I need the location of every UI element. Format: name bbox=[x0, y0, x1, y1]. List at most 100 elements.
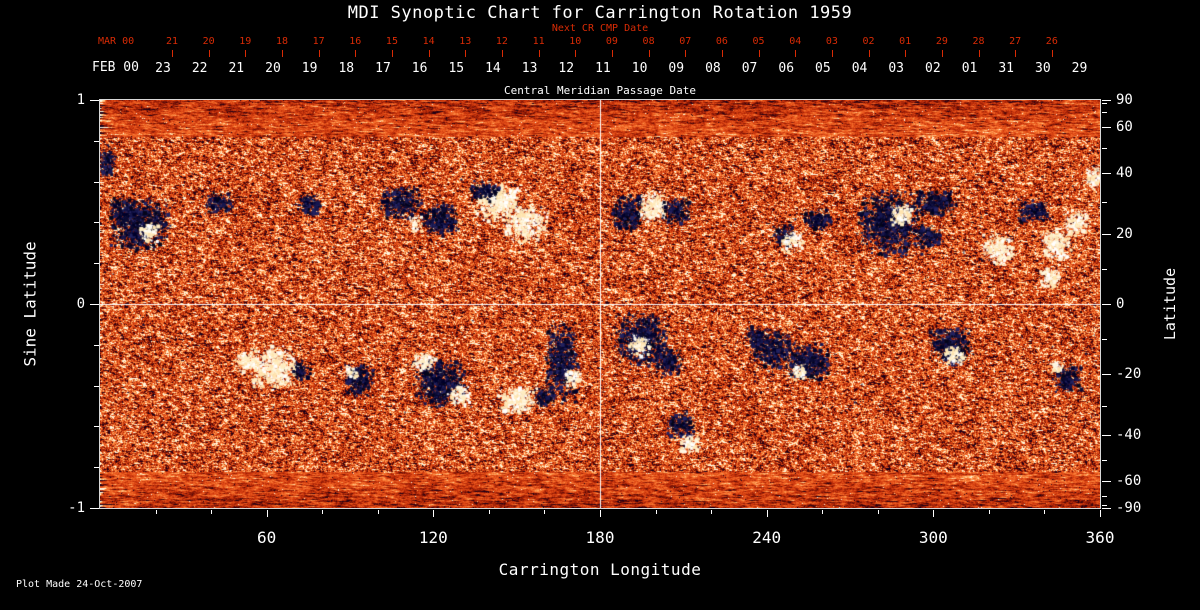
next-cr-date-label: 09 bbox=[605, 36, 618, 47]
y-left-tick bbox=[90, 100, 99, 101]
next-cr-date-label: 06 bbox=[715, 36, 728, 47]
y-right-tick-label: -60 bbox=[1116, 472, 1142, 489]
y-left-minor-tick bbox=[94, 426, 99, 428]
y-right-minor-tick bbox=[1102, 103, 1107, 105]
y-right-minor-tick bbox=[1102, 495, 1107, 497]
y-right-tick bbox=[1102, 435, 1111, 437]
cmp-date-label: 15 bbox=[448, 61, 465, 76]
next-cr-date-tick bbox=[758, 50, 760, 57]
x-axis-minor-tick bbox=[822, 510, 824, 514]
y-left-minor-tick bbox=[94, 467, 99, 469]
next-cr-month-prefix: MAR 00 bbox=[98, 36, 135, 47]
next-cr-date-label: 20 bbox=[202, 36, 215, 47]
next-cr-date-tick bbox=[795, 50, 797, 57]
x-axis-minor-tick bbox=[711, 510, 713, 514]
cmp-date-label: 23 bbox=[155, 61, 171, 76]
cmp-date-label: 12 bbox=[558, 61, 575, 76]
y-left-tick-label: -1 bbox=[68, 500, 85, 516]
y-left-tick bbox=[90, 508, 99, 509]
cmp-date-label: 20 bbox=[265, 61, 281, 76]
x-axis-minor-tick bbox=[877, 510, 879, 514]
next-cr-date-tick bbox=[868, 50, 870, 57]
x-axis-minor-tick bbox=[155, 510, 157, 514]
y-right-tick-label: -40 bbox=[1116, 427, 1142, 444]
next-cr-date-tick bbox=[538, 50, 540, 57]
x-axis-tick bbox=[433, 510, 435, 517]
cmp-month-prefix: FEB 00 bbox=[92, 60, 139, 75]
next-cr-date-tick bbox=[1015, 50, 1017, 57]
next-cr-date-label: 19 bbox=[239, 36, 252, 47]
next-cr-date-tick bbox=[318, 50, 320, 57]
y-left-minor-tick bbox=[94, 344, 99, 346]
x-axis-tick bbox=[1100, 510, 1101, 517]
next-cr-date-label: 29 bbox=[935, 36, 948, 47]
cmp-date-label: 14 bbox=[485, 61, 501, 76]
cmp-date-label: 30 bbox=[1035, 61, 1051, 76]
x-axis-minor-tick bbox=[211, 510, 213, 514]
cmp-date-label: 06 bbox=[778, 61, 795, 76]
next-cr-date-label: 07 bbox=[679, 36, 692, 47]
y-right-tick bbox=[1102, 508, 1111, 509]
y-right-tick bbox=[1102, 304, 1111, 305]
plot-made-timestamp: Plot Made 24-Oct-2007 bbox=[16, 579, 143, 590]
cmp-date-label: 13 bbox=[521, 61, 538, 76]
y-right-tick-label: 20 bbox=[1116, 226, 1133, 243]
y-right-tick bbox=[1102, 480, 1111, 482]
next-cr-date-label: 08 bbox=[642, 36, 655, 47]
y-left-minor-tick bbox=[94, 140, 99, 142]
y-right-tick bbox=[1102, 127, 1111, 129]
x-axis-minor-tick bbox=[322, 510, 324, 514]
y-left-tick bbox=[90, 304, 99, 305]
next-cr-date-tick bbox=[721, 50, 723, 57]
y-right-tick-label: 0 bbox=[1116, 296, 1125, 312]
next-cr-date-label: 15 bbox=[385, 36, 398, 47]
cmp-date-label: 05 bbox=[815, 61, 831, 76]
next-cr-date-tick bbox=[281, 50, 283, 57]
y-right-minor-tick bbox=[1102, 339, 1107, 341]
y-left-tick-label: 1 bbox=[76, 92, 85, 108]
y-right-minor-tick bbox=[1102, 202, 1107, 203]
y-right-tick-label: 60 bbox=[1116, 119, 1133, 136]
y-right-minor-tick bbox=[1102, 147, 1107, 149]
y-right-minor-tick bbox=[1102, 268, 1107, 270]
x-axis-tick bbox=[266, 510, 268, 517]
y-right-tick bbox=[1102, 373, 1111, 375]
sine-latitude-axis-title: Sine Latitude bbox=[20, 241, 40, 367]
next-cr-date-tick bbox=[941, 50, 943, 57]
next-cr-date-tick bbox=[1051, 50, 1053, 57]
cmp-date-axis-title: Central Meridian Passage Date bbox=[503, 84, 697, 97]
cmp-date-label: 17 bbox=[375, 61, 391, 76]
next-cr-date-tick bbox=[905, 50, 907, 57]
y-right-tick-label: -90 bbox=[1116, 500, 1142, 516]
cmp-date-label: 29 bbox=[1071, 61, 1088, 76]
y-left-tick-label: 0 bbox=[76, 296, 85, 312]
next-cr-date-tick bbox=[648, 50, 650, 57]
y-left-minor-tick bbox=[94, 263, 99, 265]
next-cr-date-tick bbox=[208, 50, 210, 57]
cmp-date-label: 21 bbox=[228, 61, 245, 76]
next-cr-date-label: 02 bbox=[862, 36, 875, 47]
next-cr-date-label: 16 bbox=[349, 36, 362, 47]
x-axis-minor-tick bbox=[544, 510, 546, 514]
y-right-tick-label: 90 bbox=[1116, 92, 1133, 108]
x-axis-minor-tick bbox=[1044, 510, 1046, 514]
next-cr-date-label: 05 bbox=[752, 36, 765, 47]
y-right-tick-label: 40 bbox=[1116, 164, 1133, 181]
chart-title: MDI Synoptic Chart for Carrington Rotati… bbox=[347, 3, 853, 23]
x-axis-tick-label: 240 bbox=[752, 528, 782, 547]
next-cr-date-label: 26 bbox=[1045, 36, 1058, 47]
y-left-minor-tick bbox=[94, 385, 99, 387]
cmp-date-label: 11 bbox=[595, 61, 611, 76]
y-right-minor-tick bbox=[1102, 406, 1107, 407]
next-cr-date-tick bbox=[978, 50, 980, 57]
x-axis-minor-tick bbox=[377, 510, 379, 514]
x-axis-minor-tick bbox=[488, 510, 490, 514]
next-cr-cmp-date-axis-title: Next CR CMP Date bbox=[551, 23, 649, 34]
y-right-tick bbox=[1102, 172, 1111, 174]
cmp-date-label: 04 bbox=[851, 61, 868, 76]
next-cr-date-label: 17 bbox=[312, 36, 325, 47]
next-cr-date-label: 12 bbox=[495, 36, 508, 47]
x-axis-minor-tick bbox=[655, 510, 657, 514]
y-left-minor-tick bbox=[94, 222, 99, 224]
